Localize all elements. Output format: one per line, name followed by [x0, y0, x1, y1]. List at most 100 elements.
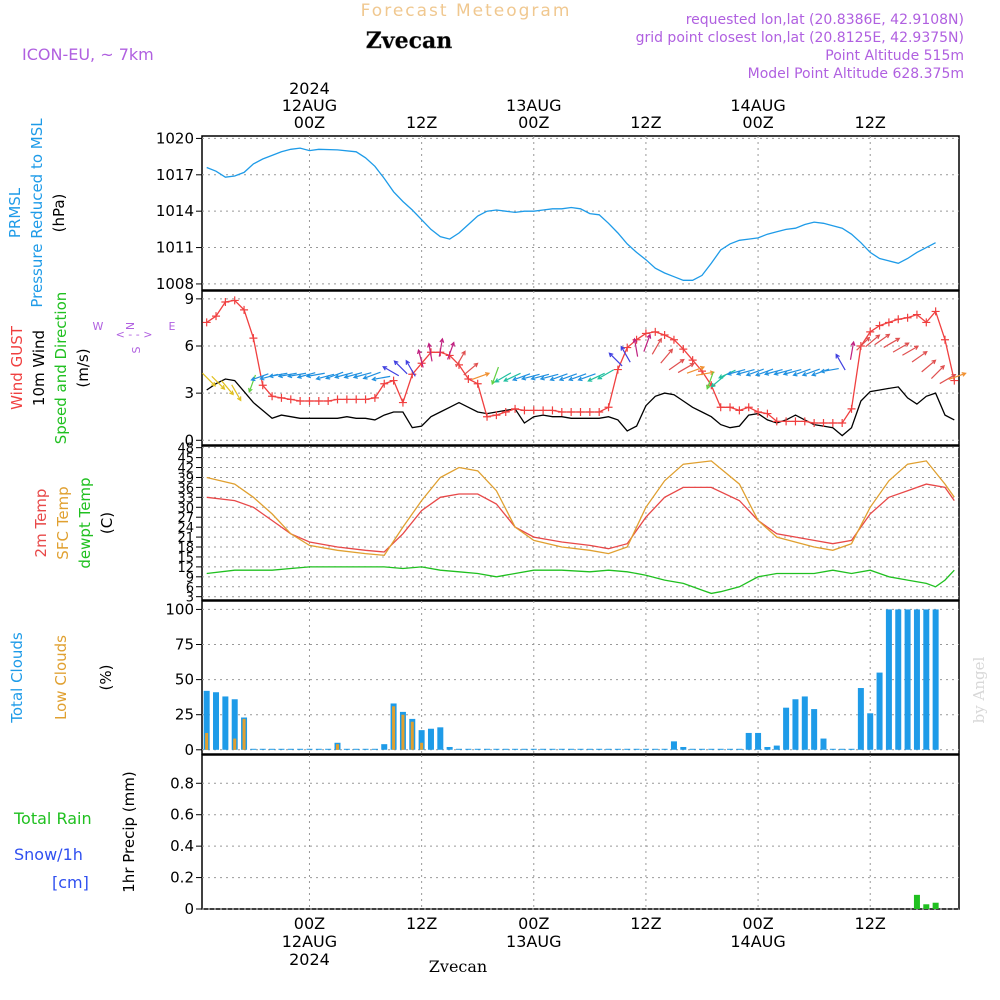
wind-direction-arrow	[745, 368, 764, 377]
bottom-time-label: 12Z	[855, 914, 886, 933]
gust-marker	[370, 393, 379, 402]
gust-marker	[483, 412, 492, 421]
bottom-time-label: 12Z	[406, 914, 437, 933]
gust-marker	[847, 404, 856, 413]
y-tick-label: 45	[177, 452, 194, 467]
y-tick-label: 0	[184, 900, 194, 918]
total-cloud-bar	[381, 744, 388, 750]
total-cloud-bar	[203, 690, 210, 750]
wind-direction-arrow	[939, 373, 957, 385]
total-cloud-bar	[680, 746, 687, 750]
total-cloud-bar	[642, 748, 649, 750]
gust-marker	[352, 395, 361, 404]
y-axis-label: Speed and Direction	[52, 292, 70, 445]
total-cloud-bar	[857, 688, 864, 750]
gust-marker	[539, 406, 548, 415]
total-cloud-bar	[213, 692, 220, 750]
total-cloud-bar	[811, 709, 818, 750]
top-time-label: 12AUG	[282, 96, 337, 115]
total-cloud-bar	[801, 696, 808, 750]
wind-direction-arrow	[660, 348, 674, 364]
gust-marker	[669, 335, 678, 344]
gust-marker	[875, 321, 884, 330]
total-cloud-bar	[315, 748, 322, 750]
gust-marker	[922, 318, 931, 327]
total-cloud-bar	[269, 748, 276, 750]
y-axis-label: (m/s)	[74, 348, 92, 387]
y-tick-label: 1008	[156, 275, 194, 293]
gust-marker	[660, 331, 669, 339]
y-tick-label: 75	[175, 636, 194, 654]
total-cloud-bar	[540, 748, 547, 750]
y-axis-label: (%)	[97, 665, 115, 691]
total-cloud-bar	[717, 748, 724, 750]
gust-marker	[464, 375, 473, 383]
total-cloud-bar	[904, 609, 911, 750]
compass-south: S	[130, 346, 143, 353]
gust-marker	[688, 356, 697, 365]
wind-direction-arrow	[325, 371, 344, 380]
compass-north: N	[124, 322, 137, 330]
gust-marker	[557, 408, 566, 416]
gust-marker	[305, 397, 314, 405]
wind-direction-arrow	[921, 359, 937, 373]
top-time-label: 2024	[289, 79, 330, 98]
bottom-time-label: 14AUG	[730, 932, 785, 951]
y-tick-label: 0.4	[170, 837, 194, 855]
wind-direction-arrow	[651, 337, 662, 355]
bottom-time-label: 00Z	[518, 914, 549, 933]
y-tick-label: 3	[184, 384, 194, 402]
low-cloud-bar	[205, 732, 209, 750]
gust-marker	[641, 329, 650, 338]
gust-marker	[623, 343, 632, 352]
wind-direction-arrow	[352, 372, 372, 379]
total-cloud-bar	[829, 748, 836, 750]
wind-direction-arrow	[911, 350, 928, 363]
total-cloud-bar	[456, 748, 463, 750]
wind-direction-arrow	[568, 373, 587, 382]
y-tick-label: 36	[177, 481, 194, 496]
total-cloud-bar	[437, 727, 444, 750]
top-time-label: 12Z	[630, 113, 661, 132]
total-cloud-bar	[624, 748, 631, 750]
y-tick-label: 0.2	[170, 869, 194, 887]
total-cloud-bar	[596, 748, 603, 750]
wind-direction-arrow	[597, 369, 615, 380]
y-axis-label: Pressure Reduced to MSL	[28, 118, 46, 308]
bottom-time-label: 12Z	[630, 914, 661, 933]
y-axis-label: dewpt Temp	[76, 477, 94, 568]
total-cloud-bar	[362, 748, 369, 750]
precip-left-label: Snow/1h	[14, 845, 83, 864]
wind-direction-arrow	[382, 366, 400, 377]
model-label: ICON-EU, ~ 7km	[22, 45, 154, 64]
wind-direction-arrow	[754, 368, 774, 377]
wind-direction-arrow	[577, 373, 596, 382]
y-tick-label: 0	[184, 741, 194, 759]
wind-direction-arrow	[471, 372, 491, 381]
wind-direction-arrow	[520, 373, 540, 381]
wind-direction-arrow	[773, 369, 793, 376]
y-tick-label: 0	[184, 431, 194, 449]
total-cloud-bar	[614, 748, 621, 750]
y-tick-label: 9	[186, 571, 194, 586]
precip-panel: 0 0.2 0.4 0.6 0.8 1hr Precip (mm) Total Rain Sn…	[13, 754, 960, 918]
wind-direction-arrow	[792, 368, 811, 377]
wind-direction-arrow	[343, 372, 363, 379]
gust-marker	[324, 397, 333, 405]
wind-direction-arrow	[211, 375, 226, 390]
total-cloud-bar	[418, 730, 425, 750]
wind-speed-line	[206, 378, 955, 437]
wind-direction-arrow	[393, 360, 408, 375]
wind-direction-arrow	[856, 336, 871, 351]
total-cloud-bar	[427, 728, 434, 750]
y-tick-label: 48	[177, 442, 194, 457]
location-title: Zvecan	[366, 28, 453, 54]
top-time-label: 13AUG	[506, 96, 561, 115]
y-tick-label: 0.6	[170, 806, 194, 824]
wind-direction-arrow	[883, 337, 901, 348]
total-cloud-bar	[727, 748, 734, 750]
gust-marker	[604, 403, 613, 412]
wind-direction-arrow	[819, 367, 839, 374]
total-cloud-bar	[231, 699, 238, 750]
total-cloud-bar	[222, 696, 229, 750]
